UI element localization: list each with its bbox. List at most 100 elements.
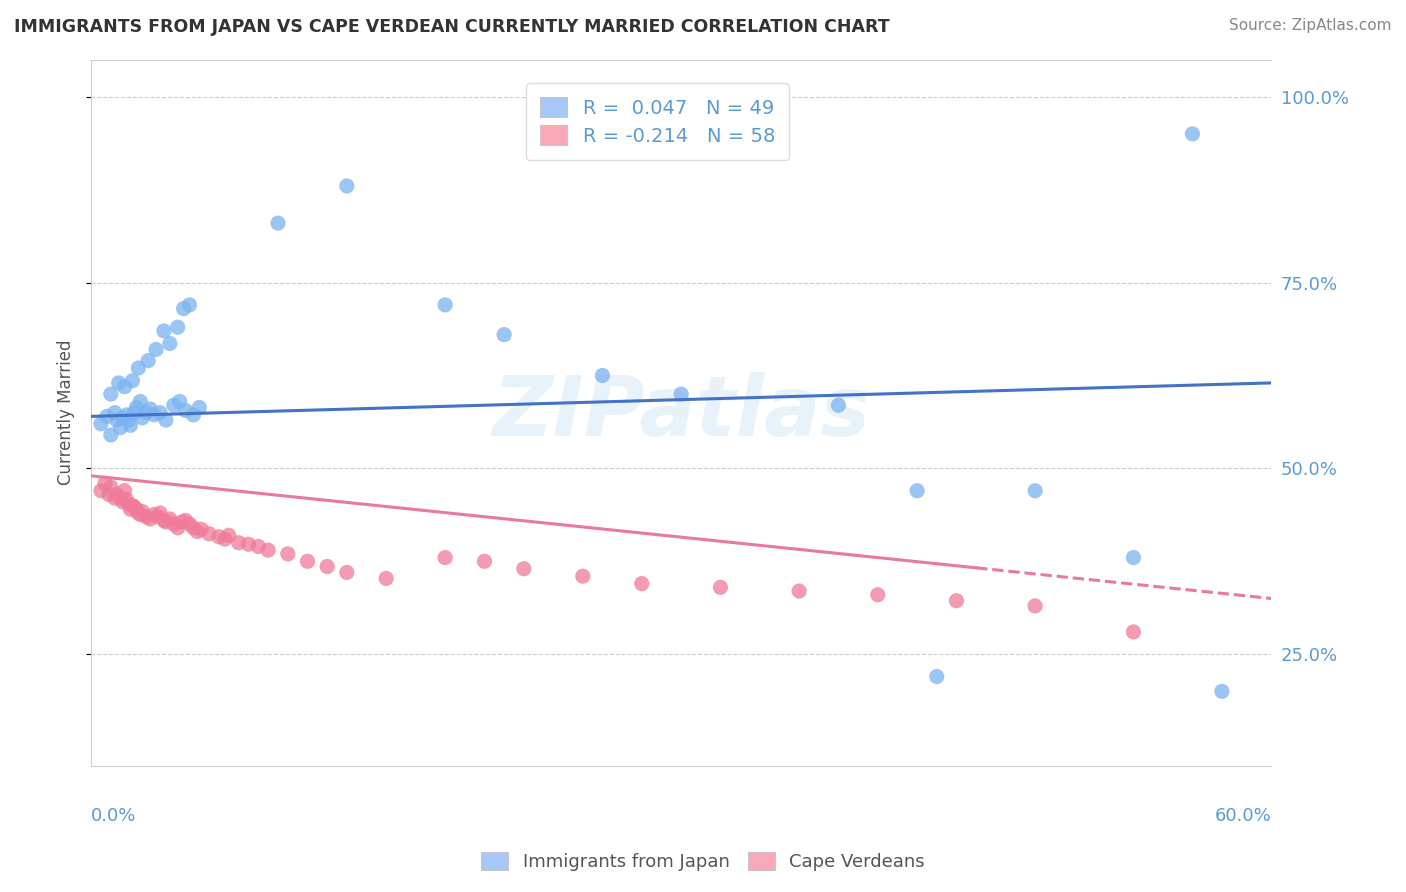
Text: IMMIGRANTS FROM JAPAN VS CAPE VERDEAN CURRENTLY MARRIED CORRELATION CHART: IMMIGRANTS FROM JAPAN VS CAPE VERDEAN CU… — [14, 18, 890, 36]
Point — [1181, 127, 1204, 141]
Point — [474, 554, 496, 568]
Point — [572, 569, 595, 583]
Point — [163, 398, 186, 412]
Point — [136, 353, 159, 368]
Point — [183, 521, 205, 535]
Point — [97, 487, 120, 501]
Point — [1122, 624, 1144, 639]
Point — [166, 320, 188, 334]
Point — [179, 298, 201, 312]
Point — [110, 491, 132, 505]
Point — [143, 508, 166, 522]
Point — [104, 406, 127, 420]
Point — [155, 413, 177, 427]
Point — [434, 298, 457, 312]
Point — [100, 480, 122, 494]
Point — [111, 410, 134, 425]
Point — [111, 495, 134, 509]
Point — [169, 394, 191, 409]
Point — [105, 487, 128, 501]
Point — [214, 532, 236, 546]
Point — [117, 497, 139, 511]
Point — [174, 403, 197, 417]
Legend: R =  0.047   N = 49, R = -0.214   N = 58: R = 0.047 N = 49, R = -0.214 N = 58 — [526, 84, 789, 160]
Point — [247, 540, 270, 554]
Point — [336, 178, 359, 193]
Point — [257, 543, 280, 558]
Point — [1024, 483, 1046, 498]
Point — [105, 413, 128, 427]
Point — [115, 408, 138, 422]
Text: ZIPatlas: ZIPatlas — [492, 372, 870, 453]
Point — [170, 515, 193, 529]
Point — [173, 301, 195, 316]
Point — [145, 343, 167, 357]
Point — [630, 576, 652, 591]
Point — [153, 324, 176, 338]
Point — [129, 394, 152, 409]
Point — [114, 483, 136, 498]
Text: Source: ZipAtlas.com: Source: ZipAtlas.com — [1229, 18, 1392, 33]
Point — [135, 406, 157, 420]
Point — [114, 379, 136, 393]
Text: 0.0%: 0.0% — [91, 806, 136, 824]
Point — [129, 508, 152, 522]
Point — [146, 509, 169, 524]
Point — [375, 571, 398, 585]
Point — [127, 506, 149, 520]
Point — [228, 535, 250, 549]
Point — [827, 398, 849, 412]
Point — [945, 593, 967, 607]
Y-axis label: Currently Married: Currently Married — [58, 340, 75, 485]
Point — [96, 409, 118, 424]
Point — [669, 387, 692, 401]
Point — [149, 506, 172, 520]
Point — [131, 410, 153, 425]
Point — [198, 526, 221, 541]
Point — [139, 512, 162, 526]
Point — [90, 417, 112, 431]
Point — [120, 502, 142, 516]
Point — [434, 550, 457, 565]
Point — [100, 428, 122, 442]
Point — [174, 513, 197, 527]
Point — [866, 588, 889, 602]
Point — [135, 509, 157, 524]
Point — [709, 580, 731, 594]
Point — [149, 406, 172, 420]
Point — [316, 559, 339, 574]
Point — [188, 401, 211, 415]
Point — [110, 420, 132, 434]
Point — [90, 483, 112, 498]
Point — [208, 530, 231, 544]
Point — [121, 374, 143, 388]
Point — [166, 521, 188, 535]
Point — [124, 406, 146, 420]
Point — [183, 408, 205, 422]
Point — [104, 491, 127, 505]
Point — [100, 387, 122, 401]
Point — [1024, 599, 1046, 613]
Point — [94, 476, 117, 491]
Legend: Immigrants from Japan, Cape Verdeans: Immigrants from Japan, Cape Verdeans — [474, 845, 932, 879]
Point — [925, 669, 948, 683]
Point — [155, 515, 177, 529]
Point — [127, 361, 149, 376]
Point — [297, 554, 319, 568]
Point — [131, 504, 153, 518]
Point — [494, 327, 516, 342]
Point — [277, 547, 299, 561]
Point — [905, 483, 928, 498]
Point — [1122, 550, 1144, 565]
Point — [190, 522, 212, 536]
Point — [115, 492, 138, 507]
Point — [159, 512, 181, 526]
Point — [336, 566, 359, 580]
Point — [120, 418, 142, 433]
Point — [121, 499, 143, 513]
Point — [125, 401, 148, 415]
Point — [513, 562, 536, 576]
Point — [153, 513, 176, 527]
Point — [125, 502, 148, 516]
Point — [787, 584, 810, 599]
